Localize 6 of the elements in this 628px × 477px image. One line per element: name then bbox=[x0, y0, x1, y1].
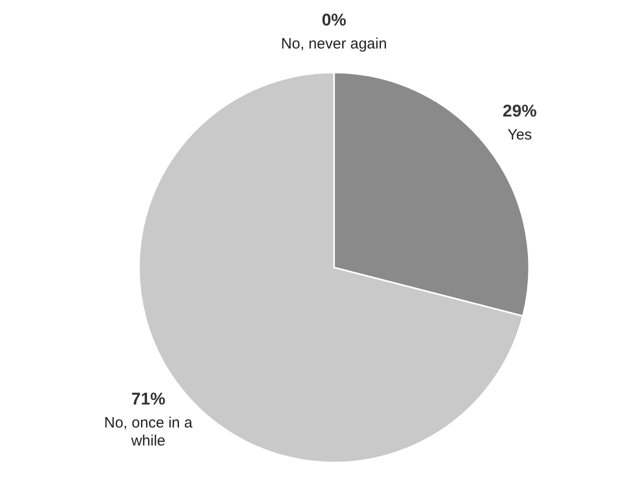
text: 0% bbox=[322, 10, 346, 30]
data-label: 71% bbox=[131, 390, 166, 409]
category-label: No, never again bbox=[281, 36, 387, 52]
data-label: 29% bbox=[502, 101, 537, 120]
slice-label: Yes bbox=[507, 126, 532, 144]
slice-label: No, once in a while bbox=[104, 414, 194, 450]
